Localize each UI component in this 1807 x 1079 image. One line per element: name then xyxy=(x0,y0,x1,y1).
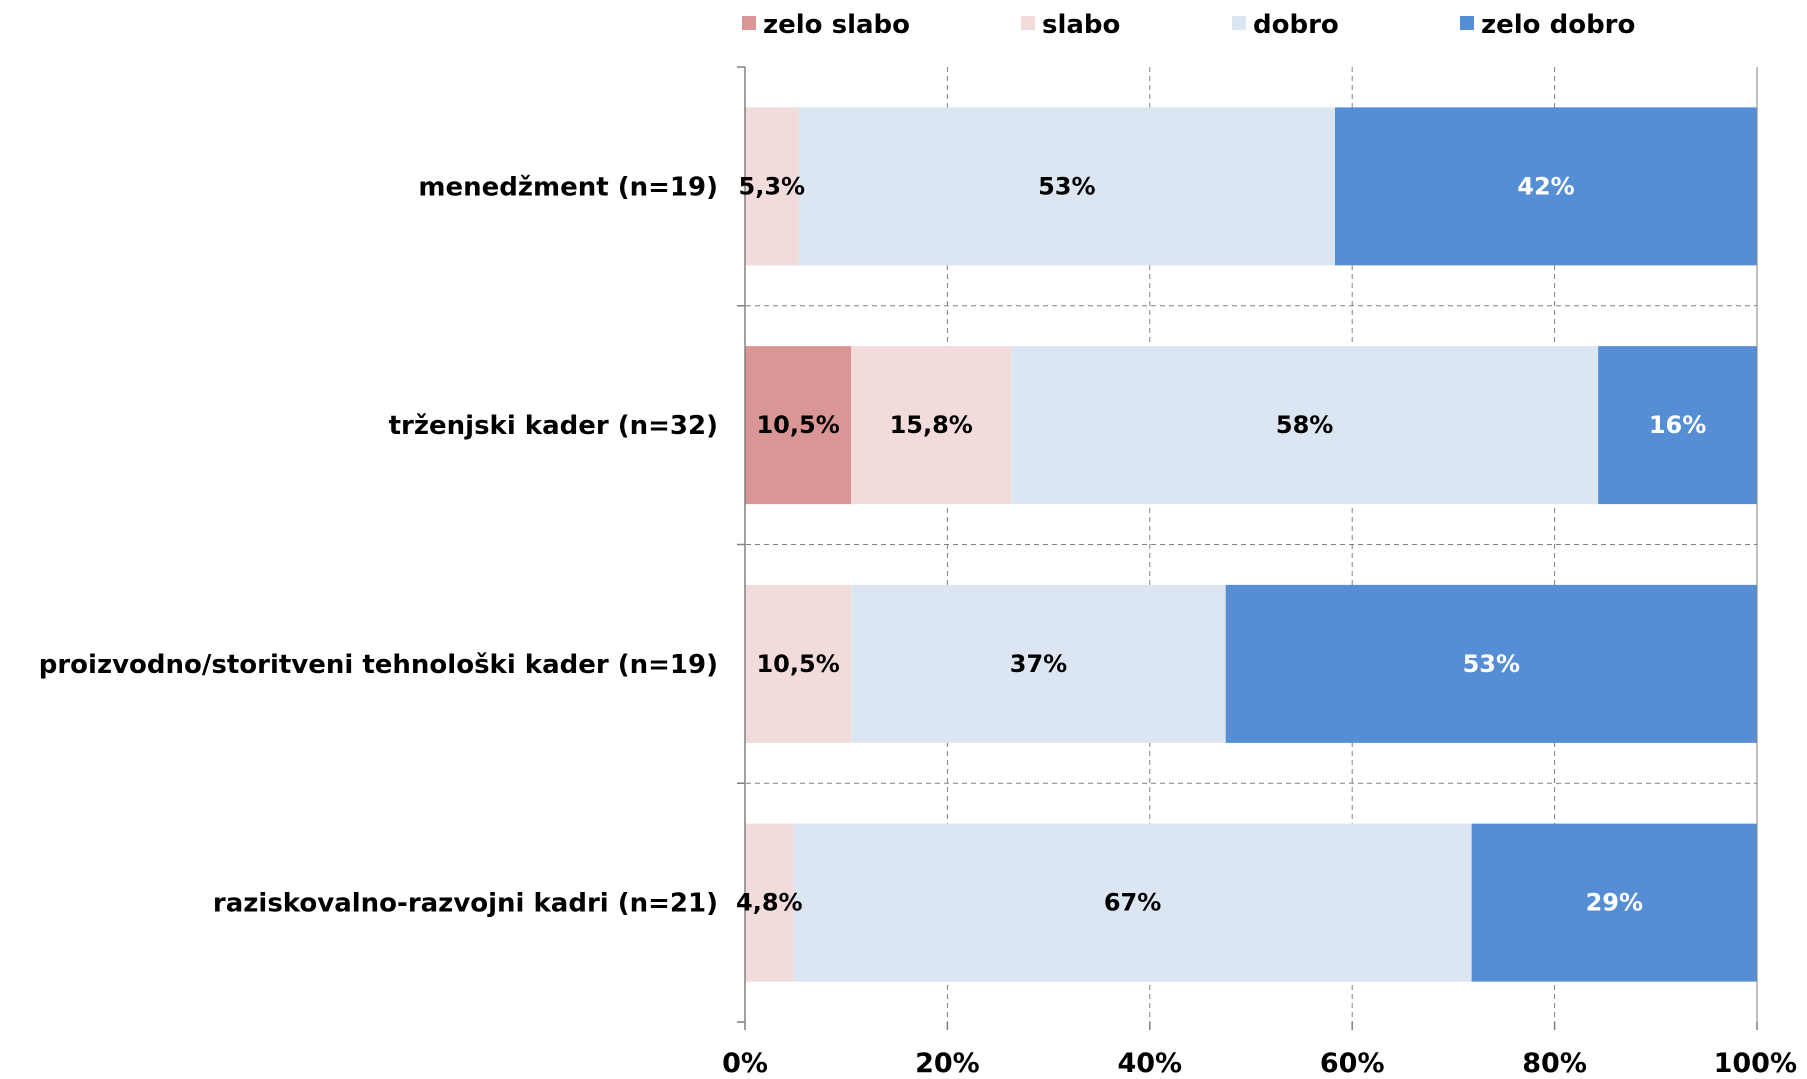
x-tick-label: 100% xyxy=(1714,1048,1797,1079)
bar-dobro-3 xyxy=(851,584,1226,743)
legend-label-dobro: dobro xyxy=(1253,10,1339,40)
bar-zelo-dobro-1 xyxy=(1334,107,1757,266)
data-label-dobro-1: 53% xyxy=(1038,172,1095,200)
category-label-2: trženjski kader (n=32) xyxy=(389,411,718,441)
legend-label-slabo: slabo xyxy=(1042,10,1120,40)
data-label-zelo-dobro-3: 53% xyxy=(1463,650,1520,678)
x-tick-label: 40% xyxy=(1117,1048,1182,1079)
data-label-dobro-4: 67% xyxy=(1104,889,1161,917)
category-label-4: raziskovalno-razvojni kadri (n=21) xyxy=(213,889,718,919)
bar-zelo-dobro-2 xyxy=(1598,346,1757,505)
bars xyxy=(745,107,1757,982)
legend-swatch-zelo-slabo xyxy=(742,16,756,30)
x-tick-label: 0% xyxy=(722,1048,768,1079)
category-label-3: proizvodno/storitveni tehnološki kader (… xyxy=(39,650,718,680)
data-label-zelo-dobro-2: 16% xyxy=(1649,411,1706,439)
category-label-1: menedžment (n=19) xyxy=(418,172,718,202)
bar-slabo-1 xyxy=(745,107,799,266)
data-label-dobro-3: 37% xyxy=(1010,650,1067,678)
legend-label-zelo-dobro: zelo dobro xyxy=(1481,10,1635,40)
data-label-slabo-3: 10,5% xyxy=(756,650,839,678)
data-label-zelo-dobro-4: 29% xyxy=(1586,889,1643,917)
legend-swatch-dobro xyxy=(1232,16,1246,30)
bar-dobro-1 xyxy=(798,107,1335,266)
x-tick-label: 80% xyxy=(1522,1048,1587,1079)
x-tick-labels: 0% 20% 40% 60% 80% 100% xyxy=(722,1048,1797,1079)
category-labels: menedžment (n=19) trženjski kader (n=32) p… xyxy=(39,172,718,918)
legend: zelo slabo slabo dobro zelo dobro xyxy=(742,10,1635,40)
data-label-zelo-slabo-2: 10,5% xyxy=(756,411,839,439)
data-labels: 5,3% 53% 42% 10,5% 15,8% 58% 16% 10,5% 37% 53% 4,8… xyxy=(736,172,1706,916)
legend-label-zelo-slabo: zelo slabo xyxy=(763,10,910,40)
data-label-slabo-4: 4,8% xyxy=(736,889,803,917)
bar-dobro-4 xyxy=(793,823,1472,982)
data-label-zelo-dobro-1: 42% xyxy=(1517,172,1574,200)
data-label-dobro-2: 58% xyxy=(1276,411,1333,439)
bar-dobro-2 xyxy=(1011,346,1599,505)
legend-swatch-slabo xyxy=(1021,16,1035,30)
bar-zelo-dobro-3 xyxy=(1225,584,1757,743)
bar-zelo-dobro-4 xyxy=(1471,823,1757,982)
bar-slabo-2 xyxy=(851,346,1012,505)
data-label-slabo-2: 15,8% xyxy=(890,411,973,439)
x-tick-label: 20% xyxy=(915,1048,980,1079)
data-label-slabo-1: 5,3% xyxy=(739,172,806,200)
bar-slabo-3 xyxy=(745,584,852,743)
bar-slabo-4 xyxy=(745,823,794,982)
legend-swatch-zelo-dobro xyxy=(1460,16,1474,30)
axis xyxy=(737,66,1758,1030)
x-tick-label: 60% xyxy=(1320,1048,1385,1079)
bar-zelo-slabo-2 xyxy=(745,346,852,505)
